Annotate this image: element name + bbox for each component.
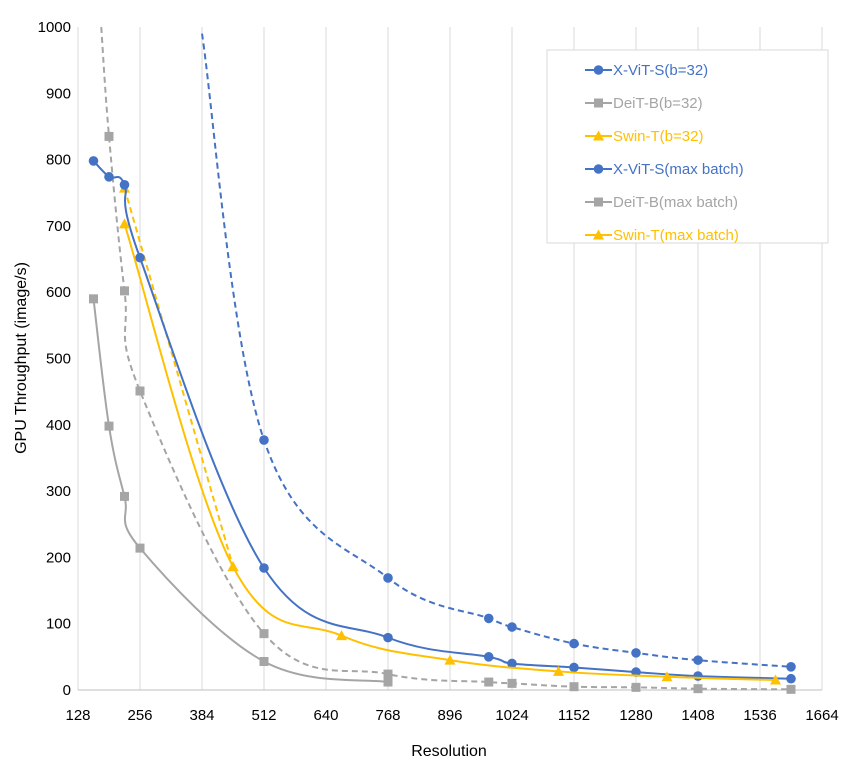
legend-label: Swin-T(max batch) <box>613 227 739 244</box>
y-tick-labels: 0 100 200 300 400 500 600 700 800 900 1000 <box>38 19 71 699</box>
y-tick-label: 900 <box>46 85 71 102</box>
y-tick-label: 800 <box>46 152 71 169</box>
data-point <box>569 638 579 649</box>
data-point <box>259 629 269 639</box>
series-line <box>92 298 389 684</box>
data-point <box>259 563 269 573</box>
data-point <box>383 677 393 687</box>
series-5 <box>119 182 239 572</box>
legend-marker <box>593 65 604 75</box>
data-point <box>135 252 145 263</box>
data-point <box>119 218 130 229</box>
series-4 <box>100 27 796 694</box>
data-point <box>120 286 129 296</box>
data-point <box>661 671 673 682</box>
data-point <box>553 665 564 676</box>
x-axis-label: Resolution <box>411 743 487 760</box>
data-point <box>120 491 129 501</box>
legend-box <box>546 49 829 244</box>
data-point <box>484 677 494 687</box>
x-tick-label: 640 <box>313 707 338 724</box>
data-point <box>383 632 393 643</box>
data-point <box>786 661 796 672</box>
legend-marker <box>593 164 604 174</box>
data-point <box>569 662 579 673</box>
data-point <box>631 682 641 692</box>
data-point <box>104 131 114 141</box>
data-point <box>693 684 703 694</box>
data-point <box>483 613 494 624</box>
data-point <box>88 156 99 166</box>
data-point <box>135 386 145 396</box>
data-point <box>693 655 703 665</box>
legend-label: DeiT-B(max batch) <box>613 194 738 211</box>
data-point <box>259 435 269 445</box>
data-point <box>507 658 517 669</box>
data-point <box>693 671 703 681</box>
x-tick-label: 256 <box>127 707 152 724</box>
data-point <box>119 179 130 190</box>
legend-marker <box>594 98 603 108</box>
y-tick-label: 500 <box>46 351 71 368</box>
data-point <box>786 684 796 694</box>
x-tick-label: 384 <box>189 707 214 724</box>
legend-marker <box>594 197 603 207</box>
data-point <box>507 622 517 632</box>
series-group <box>88 27 796 694</box>
data-point <box>786 673 796 684</box>
x-tick-label: 1664 <box>805 707 838 724</box>
x-tick-label: 768 <box>375 707 400 724</box>
series-0 <box>88 156 796 684</box>
x-tick-label: 896 <box>437 707 462 724</box>
y-tick-label: 100 <box>46 616 71 633</box>
data-point <box>507 678 517 688</box>
data-point <box>383 573 393 583</box>
data-point <box>104 172 114 182</box>
y-tick-label: 400 <box>46 417 71 434</box>
x-tick-label: 1408 <box>681 707 714 724</box>
data-point <box>336 630 347 641</box>
series-2 <box>119 218 781 685</box>
x-tick-label: 1152 <box>558 707 590 724</box>
data-point <box>104 421 114 431</box>
data-point <box>569 682 579 692</box>
legend-marker <box>593 130 604 141</box>
data-point <box>89 294 98 304</box>
data-point <box>770 674 781 685</box>
x-tick-label: 1536 <box>743 707 776 724</box>
y-tick-label: 200 <box>46 549 71 566</box>
x-tick-label: 512 <box>251 707 276 724</box>
data-point <box>444 654 456 665</box>
series-line <box>123 223 776 682</box>
y-tick-label: 700 <box>46 218 71 235</box>
x-tick-labels: 128 256 384 512 640 768 896 1024 1152 1280 1408 153… <box>65 707 838 724</box>
x-tick-label: 1280 <box>619 707 652 724</box>
legend-label: Swin-T(b=32) <box>613 128 703 145</box>
data-point <box>227 561 239 572</box>
series-1 <box>89 294 393 687</box>
data-point <box>135 543 145 553</box>
legend-label: DeiT-B(b=32) <box>613 95 703 112</box>
y-tick-label: 300 <box>46 483 71 500</box>
data-point <box>259 656 269 666</box>
legend-label: X-ViT-S(b=32) <box>613 62 708 79</box>
x-tick-label: 1024 <box>495 707 528 724</box>
y-tick-label: 1000 <box>38 19 71 36</box>
data-point <box>383 669 393 679</box>
y-tick-label: 600 <box>46 284 71 301</box>
series-line <box>123 187 234 567</box>
legend-marker <box>593 229 604 240</box>
legend: X-ViT-S(b=32) DeiT-B(b=32) Swin-T(b=32) X-V… <box>546 49 829 244</box>
legend-label: X-ViT-S(max batch) <box>613 161 744 178</box>
y-axis-label: GPU Throughput (image/s) <box>13 262 30 454</box>
series-3 <box>201 33 796 672</box>
y-tick-label: 0 <box>63 682 71 699</box>
data-point <box>483 652 494 662</box>
x-tick-label: 128 <box>65 707 90 724</box>
data-point <box>631 648 641 658</box>
